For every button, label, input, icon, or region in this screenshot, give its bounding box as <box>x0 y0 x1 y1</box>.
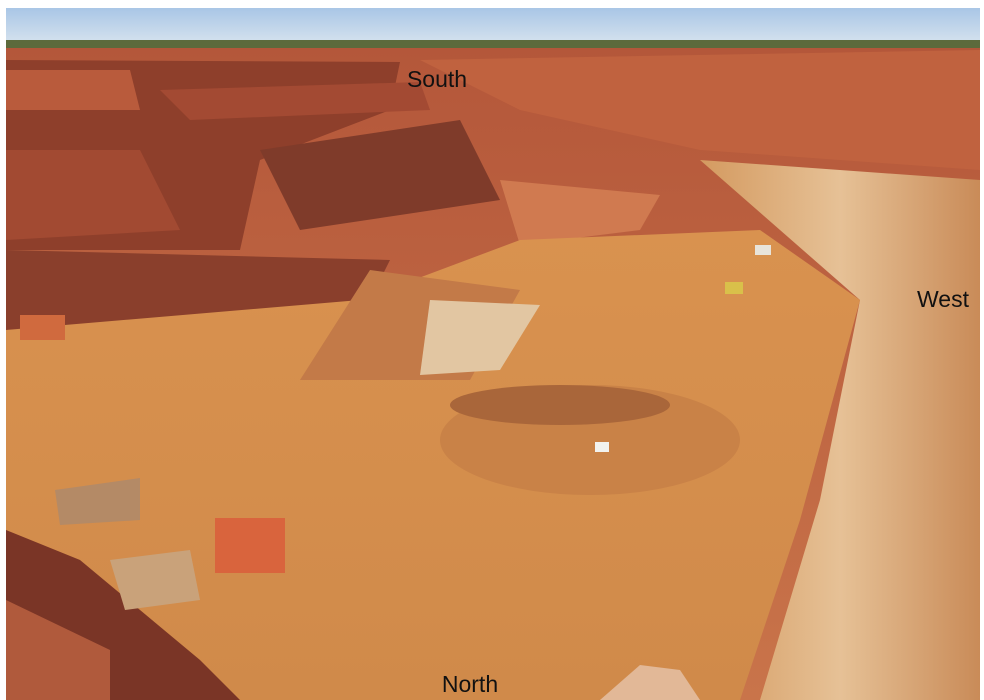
excavator <box>215 518 285 573</box>
dump-truck <box>55 478 140 525</box>
rock-pile <box>420 300 540 375</box>
drill-rig <box>725 282 743 294</box>
pit-floor <box>6 230 860 700</box>
dug-rim <box>450 385 670 425</box>
treeline <box>6 40 980 50</box>
vehicle <box>755 245 771 255</box>
dump-truck <box>110 550 200 610</box>
terrace <box>6 70 140 110</box>
north-label: North <box>442 671 498 697</box>
terrace <box>160 82 430 120</box>
foreground-rock <box>6 600 110 700</box>
light-vehicle <box>595 442 609 452</box>
excavator <box>20 315 65 340</box>
scene <box>6 8 980 700</box>
foreground-rock <box>600 665 700 700</box>
terrace <box>6 150 180 240</box>
ramp <box>500 180 660 245</box>
west-wall <box>700 160 980 700</box>
south-label: South <box>407 66 467 92</box>
terrace <box>260 120 500 230</box>
west-label: West <box>917 286 970 312</box>
south-wall <box>420 50 980 170</box>
